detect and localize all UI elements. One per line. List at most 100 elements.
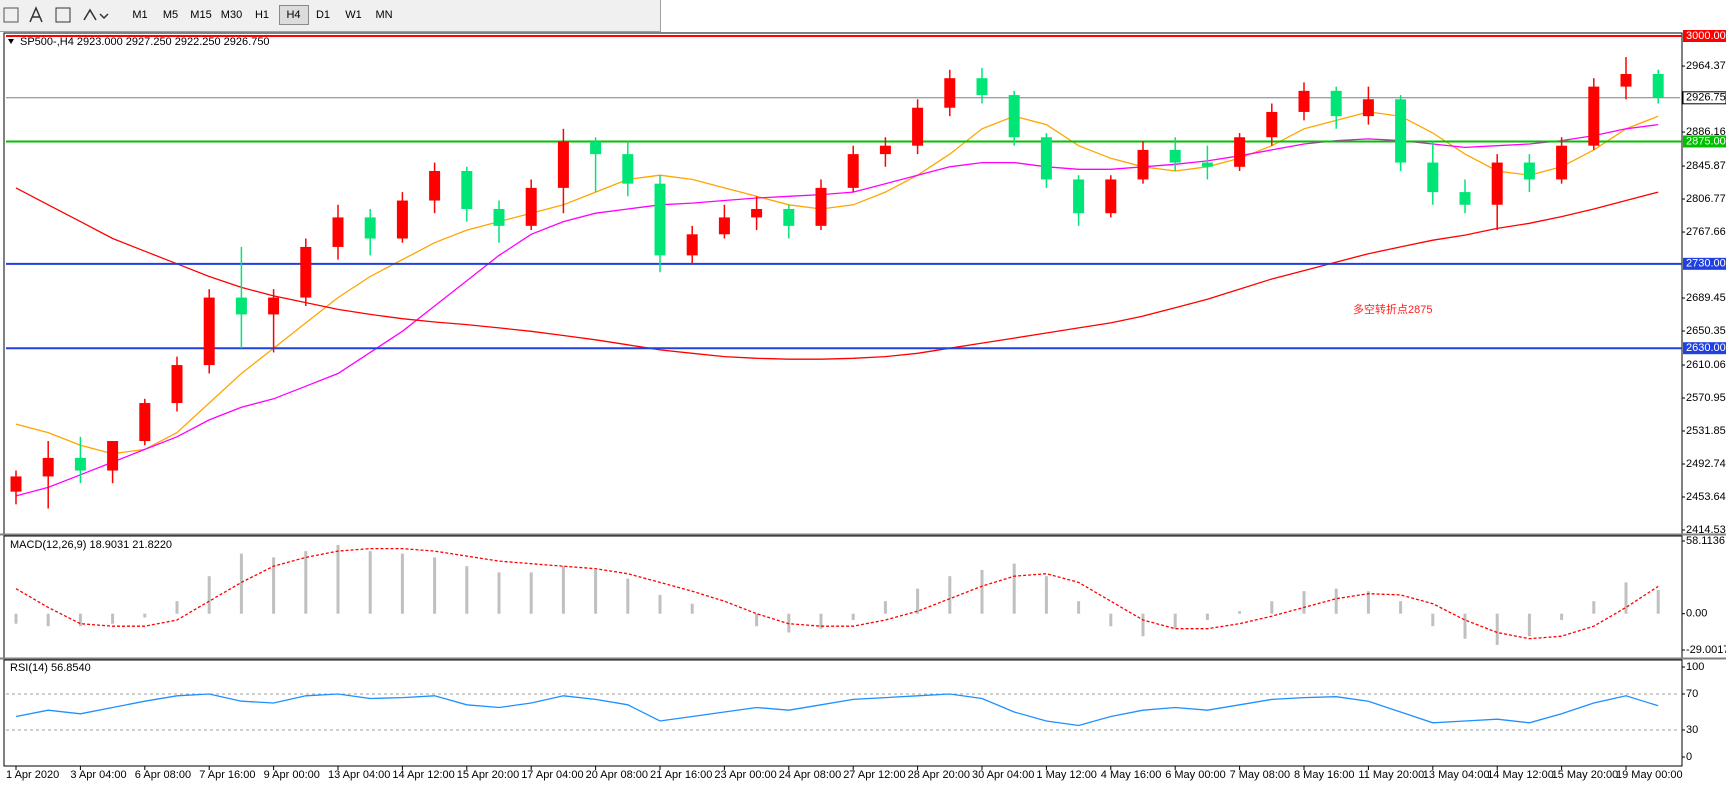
macd-bar — [690, 603, 694, 614]
timeframe-button[interactable]: D1 — [315, 9, 331, 21]
macd-bar — [465, 566, 469, 614]
macd-bar — [239, 553, 243, 614]
macd-bar — [626, 578, 630, 614]
candle-body — [557, 141, 569, 188]
macd-bar — [658, 594, 662, 614]
candle-body — [1652, 73, 1664, 98]
x-tick-label: 1 May 12:00 — [1036, 769, 1097, 781]
candle-body — [268, 297, 280, 315]
candle-body — [1395, 99, 1407, 163]
label-icon[interactable] — [55, 7, 71, 23]
last-price-label: 2926.750 — [1686, 92, 1726, 104]
x-tick-label: 15 May 20:00 — [1552, 769, 1619, 781]
x-tick-label: 23 Apr 00:00 — [714, 769, 776, 781]
macd-bar — [1527, 613, 1531, 637]
y-tick-label: 2453.640 — [1686, 491, 1726, 503]
candle-body — [783, 208, 795, 226]
macd-bar — [1205, 613, 1209, 620]
level-tag — [1683, 135, 1726, 148]
timeframe-button[interactable]: W1 — [345, 9, 362, 21]
moving-average — [15, 111, 1659, 455]
shapes-icon[interactable] — [83, 8, 109, 21]
candle-body — [1427, 162, 1439, 193]
candle-body — [461, 171, 473, 209]
x-tick-label: 15 Apr 20:00 — [457, 769, 519, 781]
text-icon[interactable] — [29, 6, 43, 23]
y-tick-label: 2806.770 — [1686, 193, 1726, 205]
last-price-tag — [1682, 91, 1726, 105]
candle-body — [1330, 90, 1342, 117]
macd-bar — [819, 613, 823, 629]
macd-bar — [433, 557, 437, 614]
candle-body — [493, 208, 505, 226]
moving-average — [15, 187, 1659, 360]
y-tick-label: 0 — [1686, 751, 1692, 763]
x-tick-label: 11 May 20:00 — [1358, 769, 1424, 781]
macd-bar — [1592, 601, 1596, 614]
candle-body — [10, 476, 22, 492]
macd-bar — [561, 566, 565, 614]
x-tick-label: 14 May 12:00 — [1487, 769, 1554, 781]
timeframe-button[interactable]: M1 — [132, 9, 148, 21]
candle-body — [1459, 192, 1471, 205]
collapse-arrow[interactable] — [8, 39, 14, 44]
y-tick-label: 2886.165 — [1686, 126, 1726, 138]
x-tick-label: 21 Apr 16:00 — [650, 769, 712, 781]
y-tick-label: 0.00 — [1686, 608, 1707, 620]
candle-body — [1008, 95, 1020, 138]
x-tick-label: 9 Apr 00:00 — [264, 769, 320, 781]
level-tag — [1683, 30, 1726, 42]
macd-bar — [1431, 613, 1435, 627]
timeframe-button[interactable]: H1 — [254, 9, 270, 21]
candle-body — [235, 297, 247, 315]
y-tick-label: 2689.455 — [1686, 292, 1726, 304]
x-tick-label: 8 May 16:00 — [1294, 769, 1355, 781]
macd-bar — [755, 613, 759, 627]
candle-body — [815, 187, 827, 226]
candle-body — [1040, 137, 1052, 180]
x-tick-label: 24 Apr 08:00 — [779, 769, 841, 781]
candle-body — [1105, 179, 1117, 214]
x-tick-label: 17 Apr 04:00 — [521, 769, 583, 781]
macd-bar — [1624, 582, 1628, 614]
macd-bar — [143, 613, 147, 618]
timeframe-button[interactable]: M5 — [162, 9, 179, 21]
macd-panel — [3, 535, 1683, 659]
rsi-panel — [3, 659, 1683, 767]
y-tick-label: 30 — [1686, 724, 1698, 736]
x-tick-label: 4 May 16:00 — [1101, 769, 1162, 781]
y-tick-label: 2767.665 — [1686, 226, 1726, 238]
y-tick-label: 70 — [1686, 688, 1698, 700]
x-tick-label: 13 May 04:00 — [1423, 769, 1490, 781]
candle-body — [912, 107, 924, 146]
macd-bar — [1270, 601, 1274, 614]
crosshair-icon[interactable] — [3, 7, 19, 23]
candle-body — [1491, 162, 1503, 205]
macd-bar — [948, 576, 952, 614]
y-tick-label: -29.0017 — [1686, 644, 1726, 656]
candle-body — [654, 183, 666, 256]
macd-bar — [1077, 601, 1081, 614]
candle-body — [107, 441, 119, 471]
macd-bar — [1495, 613, 1499, 645]
timeframe-button[interactable]: H4 — [278, 5, 309, 25]
timeframe-button[interactable]: M30 — [220, 9, 243, 21]
timeframe-button[interactable]: M15 — [190, 9, 212, 21]
y-tick-label: 100 — [1686, 661, 1704, 673]
candle-body — [879, 145, 891, 155]
x-tick-label: 7 Apr 16:00 — [199, 769, 255, 781]
macd-bar — [400, 553, 404, 614]
indicator-title: MACD(12,26,9) 18.9031 21.8220 — [10, 539, 172, 551]
macd-bar — [1012, 563, 1016, 614]
level-tag — [1683, 342, 1726, 355]
macd-bar — [1560, 613, 1564, 620]
x-tick-label: 3 Apr 04:00 — [70, 769, 126, 781]
macd-bar — [529, 572, 533, 614]
timeframe-button[interactable]: MN — [375, 9, 393, 21]
macd-bar — [207, 576, 211, 614]
macd-bar — [175, 601, 179, 614]
candle-body — [622, 154, 634, 184]
candle-body — [976, 78, 988, 96]
x-tick-label: 20 Apr 08:00 — [586, 769, 648, 781]
macd-bar — [980, 569, 984, 614]
